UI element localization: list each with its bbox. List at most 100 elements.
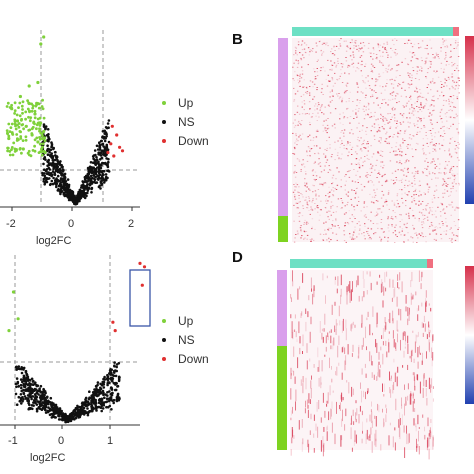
heatmap-cell bbox=[411, 46, 414, 48]
heatmap-cell bbox=[403, 334, 405, 338]
heatmap-cell bbox=[294, 142, 296, 144]
heatmap-cell bbox=[345, 355, 347, 365]
ns-point bbox=[103, 146, 107, 149]
heatmap-cell bbox=[455, 85, 457, 87]
heatmap-cell bbox=[324, 313, 326, 325]
heatmap-cell bbox=[435, 189, 438, 191]
heatmap-cell bbox=[305, 91, 307, 93]
heatmap-cell bbox=[404, 58, 407, 60]
heatmap-cell bbox=[440, 238, 443, 240]
ns-point bbox=[48, 162, 51, 165]
heatmap-cell bbox=[337, 198, 340, 200]
heatmap-cell bbox=[315, 198, 318, 200]
heatmap-cell bbox=[420, 119, 422, 121]
heatmap-cell bbox=[408, 311, 410, 321]
heatmap-cell bbox=[309, 108, 311, 110]
heatmap-cell bbox=[306, 207, 308, 209]
heatmap-cell bbox=[356, 127, 358, 129]
heatmap-cell bbox=[451, 65, 453, 67]
ns-point bbox=[99, 181, 103, 184]
heatmap-cell bbox=[399, 418, 401, 426]
heatmap-cell bbox=[425, 132, 427, 133]
heatmap-cell bbox=[450, 125, 452, 127]
heatmap-cell bbox=[424, 214, 426, 216]
ns-point bbox=[46, 402, 50, 406]
heatmap-cell bbox=[332, 205, 334, 207]
up-point bbox=[21, 108, 24, 111]
heatmap-cell bbox=[382, 46, 384, 48]
ns-point bbox=[27, 399, 31, 403]
heatmap-cell bbox=[299, 212, 301, 214]
heatmap-cell bbox=[367, 311, 369, 317]
heatmap-cell bbox=[303, 79, 305, 81]
heatmap-cell bbox=[325, 130, 327, 132]
heatmap-cell bbox=[295, 202, 297, 204]
heatmap-cell bbox=[364, 363, 366, 368]
ns-point bbox=[86, 189, 90, 192]
heatmap-cell bbox=[443, 183, 445, 185]
heatmap-cell bbox=[433, 100, 435, 102]
heatmap-cell bbox=[377, 213, 379, 215]
heatmap-cell bbox=[324, 410, 326, 418]
heatmap-cell bbox=[404, 130, 406, 132]
heatmap-cell bbox=[417, 414, 419, 425]
heatmap-cell bbox=[326, 42, 328, 44]
heatmap-cell bbox=[379, 55, 382, 57]
volcano-top-tick-2: 2 bbox=[128, 218, 134, 230]
heatmap-cell bbox=[444, 82, 446, 84]
heatmap-cell bbox=[414, 385, 416, 391]
ns-point bbox=[106, 373, 109, 377]
heatmap-cell bbox=[375, 200, 378, 202]
heatmap-cell bbox=[454, 148, 456, 150]
ns-point bbox=[97, 398, 101, 402]
heatmap-cell bbox=[451, 110, 453, 112]
heatmap-b-group-bar-b bbox=[453, 27, 459, 36]
heatmap-cell bbox=[386, 79, 388, 81]
volcano-bottom: -1 0 1 log2FC bbox=[0, 255, 151, 464]
heatmap-cell bbox=[442, 38, 444, 40]
heatmap-cell bbox=[333, 62, 336, 64]
heatmap-cell bbox=[428, 433, 430, 437]
heatmap-cell bbox=[375, 164, 377, 166]
up-point bbox=[33, 144, 36, 148]
heatmap-cell bbox=[350, 163, 353, 165]
heatmap-cell bbox=[367, 114, 369, 116]
heatmap-cell bbox=[397, 329, 399, 332]
heatmap-cell bbox=[395, 343, 397, 351]
ns-point bbox=[90, 191, 93, 194]
heatmap-cell bbox=[406, 167, 409, 169]
ns-point bbox=[98, 184, 101, 188]
heatmap-cell bbox=[403, 187, 406, 188]
ns-point bbox=[71, 190, 75, 194]
ns-point bbox=[69, 416, 73, 419]
heatmap-cell bbox=[415, 171, 417, 173]
heatmap-cell bbox=[313, 96, 316, 98]
heatmap-cell bbox=[452, 175, 454, 177]
heatmap-cell bbox=[382, 167, 384, 169]
heatmap-cell bbox=[387, 54, 389, 56]
heatmap-cell bbox=[386, 71, 389, 73]
heatmap-cell bbox=[376, 376, 377, 381]
heatmap-cell bbox=[425, 388, 427, 397]
heatmap-cell bbox=[388, 319, 390, 322]
ns-point bbox=[51, 415, 55, 419]
heatmap-cell bbox=[291, 410, 292, 416]
heatmap-cell bbox=[404, 43, 406, 44]
heatmap-cell bbox=[357, 145, 359, 147]
heatmap-cell bbox=[380, 238, 383, 240]
heatmap-cell bbox=[406, 145, 408, 147]
heatmap-cell bbox=[431, 178, 433, 180]
heatmap-cell bbox=[401, 228, 404, 230]
heatmap-cell bbox=[454, 151, 457, 153]
ns-point bbox=[95, 156, 98, 159]
heatmap-cell bbox=[393, 150, 395, 152]
heatmap-cell bbox=[353, 231, 355, 233]
heatmap-cell bbox=[295, 331, 297, 338]
heatmap-cell bbox=[452, 166, 455, 168]
up-point bbox=[38, 127, 41, 131]
heatmap-cell bbox=[361, 296, 363, 302]
ns-point bbox=[97, 174, 100, 178]
heatmap-cell bbox=[356, 67, 358, 69]
ns-point bbox=[39, 391, 43, 394]
heatmap-cell bbox=[329, 385, 331, 396]
